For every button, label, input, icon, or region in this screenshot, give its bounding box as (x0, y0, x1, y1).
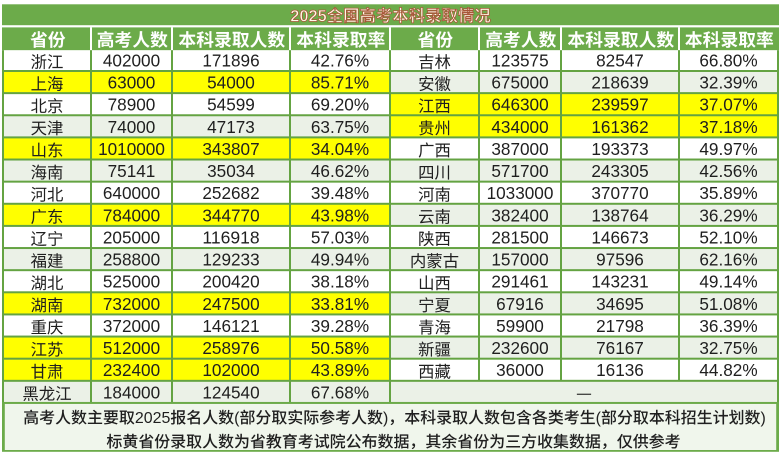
svg-text:49.14%: 49.14% (699, 272, 757, 292)
svg-text:1033000: 1033000 (487, 183, 554, 203)
svg-text:42.56%: 42.56% (699, 161, 757, 181)
svg-text:76167: 76167 (596, 338, 644, 358)
svg-text:34.04%: 34.04% (311, 139, 369, 159)
svg-text:35034: 35034 (207, 161, 255, 181)
svg-text:(: ( (234, 410, 240, 427)
svg-text:63.75%: 63.75% (311, 117, 369, 137)
svg-text:402000: 402000 (103, 51, 160, 71)
svg-text:44.82%: 44.82% (699, 360, 757, 380)
svg-text:184000: 184000 (103, 382, 160, 402)
svg-text:247500: 247500 (202, 294, 259, 314)
svg-text:102000: 102000 (202, 360, 259, 380)
svg-text:67916: 67916 (496, 294, 544, 314)
svg-text:62.16%: 62.16% (699, 250, 757, 270)
svg-text:434000: 434000 (491, 117, 548, 137)
svg-text:143231: 143231 (591, 272, 648, 292)
svg-text:39.48%: 39.48% (311, 183, 369, 203)
svg-text:35.89%: 35.89% (699, 183, 757, 203)
svg-text:205000: 205000 (103, 227, 160, 247)
svg-text:51.08%: 51.08% (699, 294, 757, 314)
svg-text:732000: 732000 (103, 294, 160, 314)
svg-text:36000: 36000 (496, 360, 544, 380)
svg-text:(: ( (596, 410, 602, 427)
svg-text:49.94%: 49.94% (311, 250, 369, 270)
svg-text:16136: 16136 (596, 360, 644, 380)
svg-text:258800: 258800 (103, 250, 160, 270)
svg-text:218639: 218639 (591, 73, 648, 93)
svg-text:46.62%: 46.62% (311, 161, 369, 181)
svg-text:193373: 193373 (591, 139, 648, 159)
svg-text:138764: 138764 (591, 205, 648, 225)
svg-text:21798: 21798 (596, 316, 644, 336)
svg-text:59900: 59900 (496, 316, 544, 336)
svg-text:32.39%: 32.39% (699, 73, 757, 93)
svg-text:382400: 382400 (491, 205, 548, 225)
svg-text:243305: 243305 (591, 161, 648, 181)
svg-text:82547: 82547 (596, 51, 644, 71)
svg-text:49.97%: 49.97% (699, 139, 757, 159)
svg-text:54000: 54000 (207, 73, 255, 93)
svg-text:47173: 47173 (207, 117, 255, 137)
svg-text:33.81%: 33.81% (311, 294, 369, 314)
svg-text:43.89%: 43.89% (311, 360, 369, 380)
svg-text:2025: 2025 (290, 7, 326, 25)
svg-text:66.80%: 66.80% (699, 51, 757, 71)
svg-text:124540: 124540 (202, 382, 259, 402)
svg-text:37.07%: 37.07% (699, 95, 757, 115)
svg-text:232400: 232400 (103, 360, 160, 380)
svg-text:252682: 252682 (202, 183, 259, 203)
svg-text:37.18%: 37.18% (699, 117, 757, 137)
svg-text:200420: 200420 (202, 272, 259, 292)
svg-text:50.58%: 50.58% (311, 338, 369, 358)
svg-text:36.39%: 36.39% (699, 316, 757, 336)
svg-text:239597: 239597 (591, 95, 648, 115)
svg-text:116918: 116918 (202, 227, 259, 247)
svg-text:258976: 258976 (202, 338, 259, 358)
svg-text:2025: 2025 (135, 410, 171, 427)
svg-text:36.29%: 36.29% (699, 205, 757, 225)
svg-text:78900: 78900 (108, 95, 156, 115)
svg-text:370770: 370770 (591, 183, 648, 203)
svg-text:123575: 123575 (491, 51, 548, 71)
svg-text:640000: 640000 (103, 183, 160, 203)
svg-text:85.71%: 85.71% (311, 73, 369, 93)
svg-text:): ) (760, 410, 765, 427)
svg-text:525000: 525000 (103, 272, 160, 292)
svg-text:39.28%: 39.28% (311, 316, 369, 336)
svg-text:52.10%: 52.10% (699, 227, 757, 247)
svg-text:54599: 54599 (207, 95, 255, 115)
svg-text:129233: 129233 (202, 250, 259, 270)
svg-text:1010000: 1010000 (98, 139, 165, 159)
svg-text:157000: 157000 (491, 250, 548, 270)
svg-text:571700: 571700 (491, 161, 548, 181)
svg-text:387000: 387000 (491, 139, 548, 159)
svg-text:146121: 146121 (202, 316, 259, 336)
svg-text:74000: 74000 (108, 117, 156, 137)
svg-text:32.75%: 32.75% (699, 338, 757, 358)
svg-text:69.20%: 69.20% (311, 95, 369, 115)
svg-text:34695: 34695 (596, 294, 644, 314)
svg-text:784000: 784000 (103, 205, 160, 225)
svg-text:43.98%: 43.98% (311, 205, 369, 225)
svg-text:372000: 372000 (103, 316, 160, 336)
svg-text:646300: 646300 (491, 95, 548, 115)
svg-text:146673: 146673 (591, 227, 648, 247)
svg-text:291461: 291461 (491, 272, 548, 292)
svg-text:97596: 97596 (596, 250, 644, 270)
svg-text:281500: 281500 (491, 227, 548, 247)
svg-text:343807: 343807 (202, 139, 259, 159)
svg-text:63000: 63000 (108, 73, 156, 93)
svg-text:67.68%: 67.68% (311, 382, 369, 402)
svg-text:675000: 675000 (491, 73, 548, 93)
svg-text:171896: 171896 (202, 51, 259, 71)
svg-text:512000: 512000 (103, 338, 160, 358)
svg-text:57.03%: 57.03% (311, 227, 369, 247)
svg-text:344770: 344770 (202, 205, 259, 225)
svg-text:75141: 75141 (108, 161, 156, 181)
svg-text:161362: 161362 (591, 117, 648, 137)
svg-text:42.76%: 42.76% (311, 51, 369, 71)
svg-text:232600: 232600 (491, 338, 548, 358)
svg-text:38.18%: 38.18% (311, 272, 369, 292)
svg-text:): ) (383, 410, 388, 427)
